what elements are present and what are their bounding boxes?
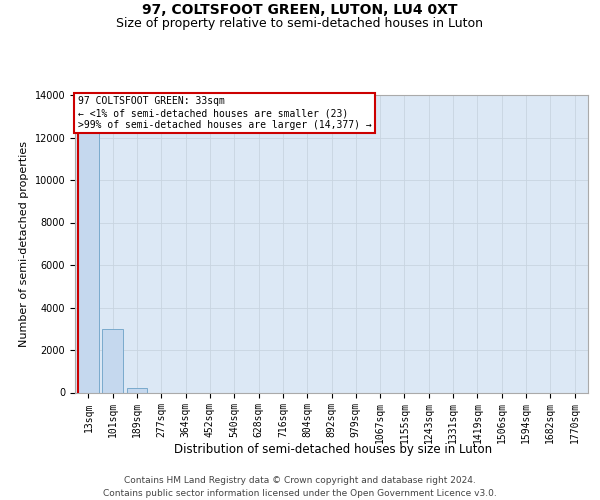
Bar [127, 388, 148, 392]
Text: Distribution of semi-detached houses by size in Luton: Distribution of semi-detached houses by … [174, 442, 492, 456]
Text: Contains HM Land Registry data © Crown copyright and database right 2024.: Contains HM Land Registry data © Crown c… [124, 476, 476, 485]
Y-axis label: Number of semi-detached properties: Number of semi-detached properties [19, 141, 29, 347]
Text: Contains public sector information licensed under the Open Government Licence v3: Contains public sector information licen… [103, 489, 497, 498]
Text: 97, COLTSFOOT GREEN, LUTON, LU4 0XT: 97, COLTSFOOT GREEN, LUTON, LU4 0XT [142, 2, 458, 16]
Text: Size of property relative to semi-detached houses in Luton: Size of property relative to semi-detach… [116, 18, 484, 30]
Text: 97 COLTSFOOT GREEN: 33sqm
← <1% of semi-detached houses are smaller (23)
>99% of: 97 COLTSFOOT GREEN: 33sqm ← <1% of semi-… [77, 96, 371, 130]
Bar [103, 329, 123, 392]
Bar [78, 116, 99, 392]
